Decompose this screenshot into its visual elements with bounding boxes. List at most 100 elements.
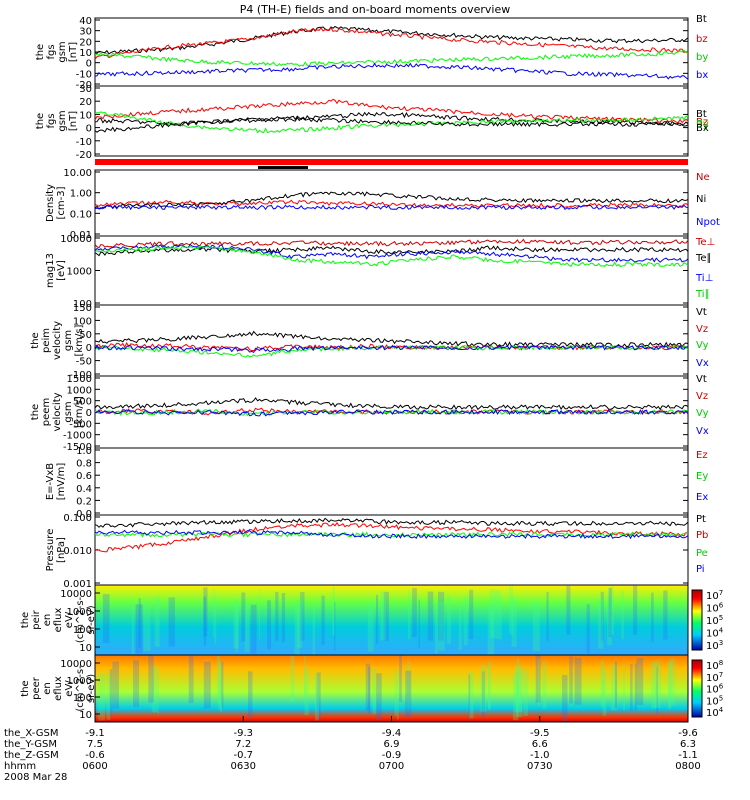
panel-1-ylabel-line: the <box>35 44 46 60</box>
spectrogram-band <box>636 658 644 705</box>
spectrogram-band <box>405 670 412 718</box>
y-tick-label: 1000 <box>67 676 92 687</box>
panel-1-frame <box>94 17 689 87</box>
spectrogram-band <box>244 602 250 652</box>
y-tick-label: 1.00 <box>70 189 92 200</box>
spectrogram-band <box>214 594 217 644</box>
spectrogram-band <box>383 591 389 641</box>
date-label: 2008 Mar 28 <box>4 772 67 783</box>
y-tick-label: 0.100 <box>63 513 92 524</box>
spectrogram-band <box>376 673 382 721</box>
series-line-Bt <box>94 25 689 55</box>
y-tick-label: 1000 <box>67 385 92 396</box>
spectrogram-band <box>447 594 451 644</box>
spectrogram-band <box>602 668 607 716</box>
legend-Npot: Npot <box>696 217 720 228</box>
spectrogram-band <box>600 660 604 708</box>
y-tick-label: 20 <box>79 97 92 108</box>
spectrogram-band <box>281 592 286 642</box>
spectrogram-band <box>469 589 474 639</box>
colorbar <box>691 659 703 718</box>
y-tick-label: -10 <box>76 69 92 80</box>
spectrogram-band <box>290 655 295 703</box>
legend-Vt: Vt <box>696 307 707 318</box>
y-tick-label: 10000 <box>60 234 92 245</box>
panel-10-ylabel-line: (cm^2-s- <box>75 665 86 712</box>
y-tick-label: 50 <box>79 330 92 341</box>
legend-Vy: Vy <box>696 340 709 351</box>
spectrogram-band <box>300 592 305 642</box>
spectrogram-band <box>608 588 612 638</box>
x-axis-value: 6.9 <box>384 739 400 750</box>
legend-Ex: Ex <box>696 492 708 503</box>
x-axis-row-label: hhmm <box>4 761 36 772</box>
spectrogram-band <box>372 667 377 715</box>
panel-2-ylabel-line: the <box>35 113 46 129</box>
spectrogram-band <box>294 605 300 655</box>
legend-bz: bz <box>696 34 708 45</box>
colorbar <box>691 589 703 651</box>
series-line-bz <box>94 26 688 60</box>
y-tick-label: -20 <box>76 80 92 91</box>
panel-5-ylabel-line: peim <box>41 328 52 353</box>
y-tick-label: 1500 <box>67 374 92 385</box>
spectrogram-band <box>634 663 637 711</box>
colorbar-tick-label: 104 <box>706 627 724 640</box>
series-line-Vx <box>94 408 689 417</box>
y-tick-label: 1000 <box>67 267 92 278</box>
spectrogram-band <box>219 665 223 712</box>
spectrogram-band <box>316 672 321 720</box>
series-line-Npot <box>94 204 689 211</box>
panel-2-frame <box>94 85 689 157</box>
spectrogram-band <box>621 590 624 640</box>
spectrogram-band <box>220 661 224 709</box>
spectrogram-band <box>427 591 434 641</box>
y-tick-label: 150 <box>73 303 92 314</box>
spectrogram-band <box>168 597 175 647</box>
panel-6-ylabel-line: [km/s] <box>74 396 85 428</box>
legend-By: By <box>696 119 709 130</box>
spectrogram-band <box>458 600 462 650</box>
x-axis-value: -0.7 <box>233 750 253 761</box>
y-tick-label: 10000 <box>60 659 92 670</box>
spectrogram-band <box>151 665 158 713</box>
spectrogram-band <box>235 602 238 652</box>
x-axis-value: 7.2 <box>235 739 251 750</box>
spectrogram-band <box>250 604 257 654</box>
spectrogram-band <box>630 663 633 711</box>
panel-8: Pressure [nPa] 0.100 0.010 0.001 Pt Pb Pe Pi <box>45 513 708 590</box>
panel-10-ylabel-line: en <box>42 682 53 695</box>
x-axis-row-label: the_X-GSM <box>4 728 58 739</box>
spectrogram-band <box>407 590 411 640</box>
spectrogram-band <box>213 588 215 638</box>
y-tick-label: 0.0 <box>76 509 92 520</box>
panel-2-ylabel-line: fgs <box>46 113 57 128</box>
legend-Bz: Bz <box>696 117 708 128</box>
y-tick-label: 0.10 <box>70 209 92 220</box>
panel-3-ylabel-line: Density <box>45 184 56 222</box>
panel-9-ylabel-line: eV/ <box>64 611 75 628</box>
panel-9-ylabel-line: en <box>42 614 53 627</box>
spectrogram-band <box>469 671 474 719</box>
panel-4-ylabel-line: [eV] <box>56 260 67 281</box>
spectrogram-band <box>334 601 336 651</box>
spectrogram-band <box>511 597 517 647</box>
panel-9-ylabel-line: sr-eV) <box>86 605 97 634</box>
y-tick-label: 30 <box>79 27 92 38</box>
spectrogram-band <box>412 587 417 637</box>
legend-Pi: Pi <box>696 564 705 575</box>
spectrogram-band <box>112 661 119 709</box>
panel-10-spectrogram <box>95 655 688 722</box>
y-tick-label: 10 <box>79 643 92 654</box>
spectrogram-band <box>304 655 306 703</box>
panel-8-ylabel-line: [nPa] <box>56 537 67 563</box>
legend-Ti∥: Ti∥ <box>695 289 710 300</box>
panel-9: the peir en eflux eV/(cm^2-s-sr-eV) 10000 1000… <box>20 584 724 656</box>
y-tick-label: 0.01 <box>70 230 92 241</box>
spectrogram-band <box>496 590 502 640</box>
y-tick-label: 0.8 <box>76 459 92 470</box>
spectrogram-band <box>614 661 617 709</box>
legend-Bt: Bt <box>696 14 707 25</box>
spectrogram-band <box>546 591 549 641</box>
